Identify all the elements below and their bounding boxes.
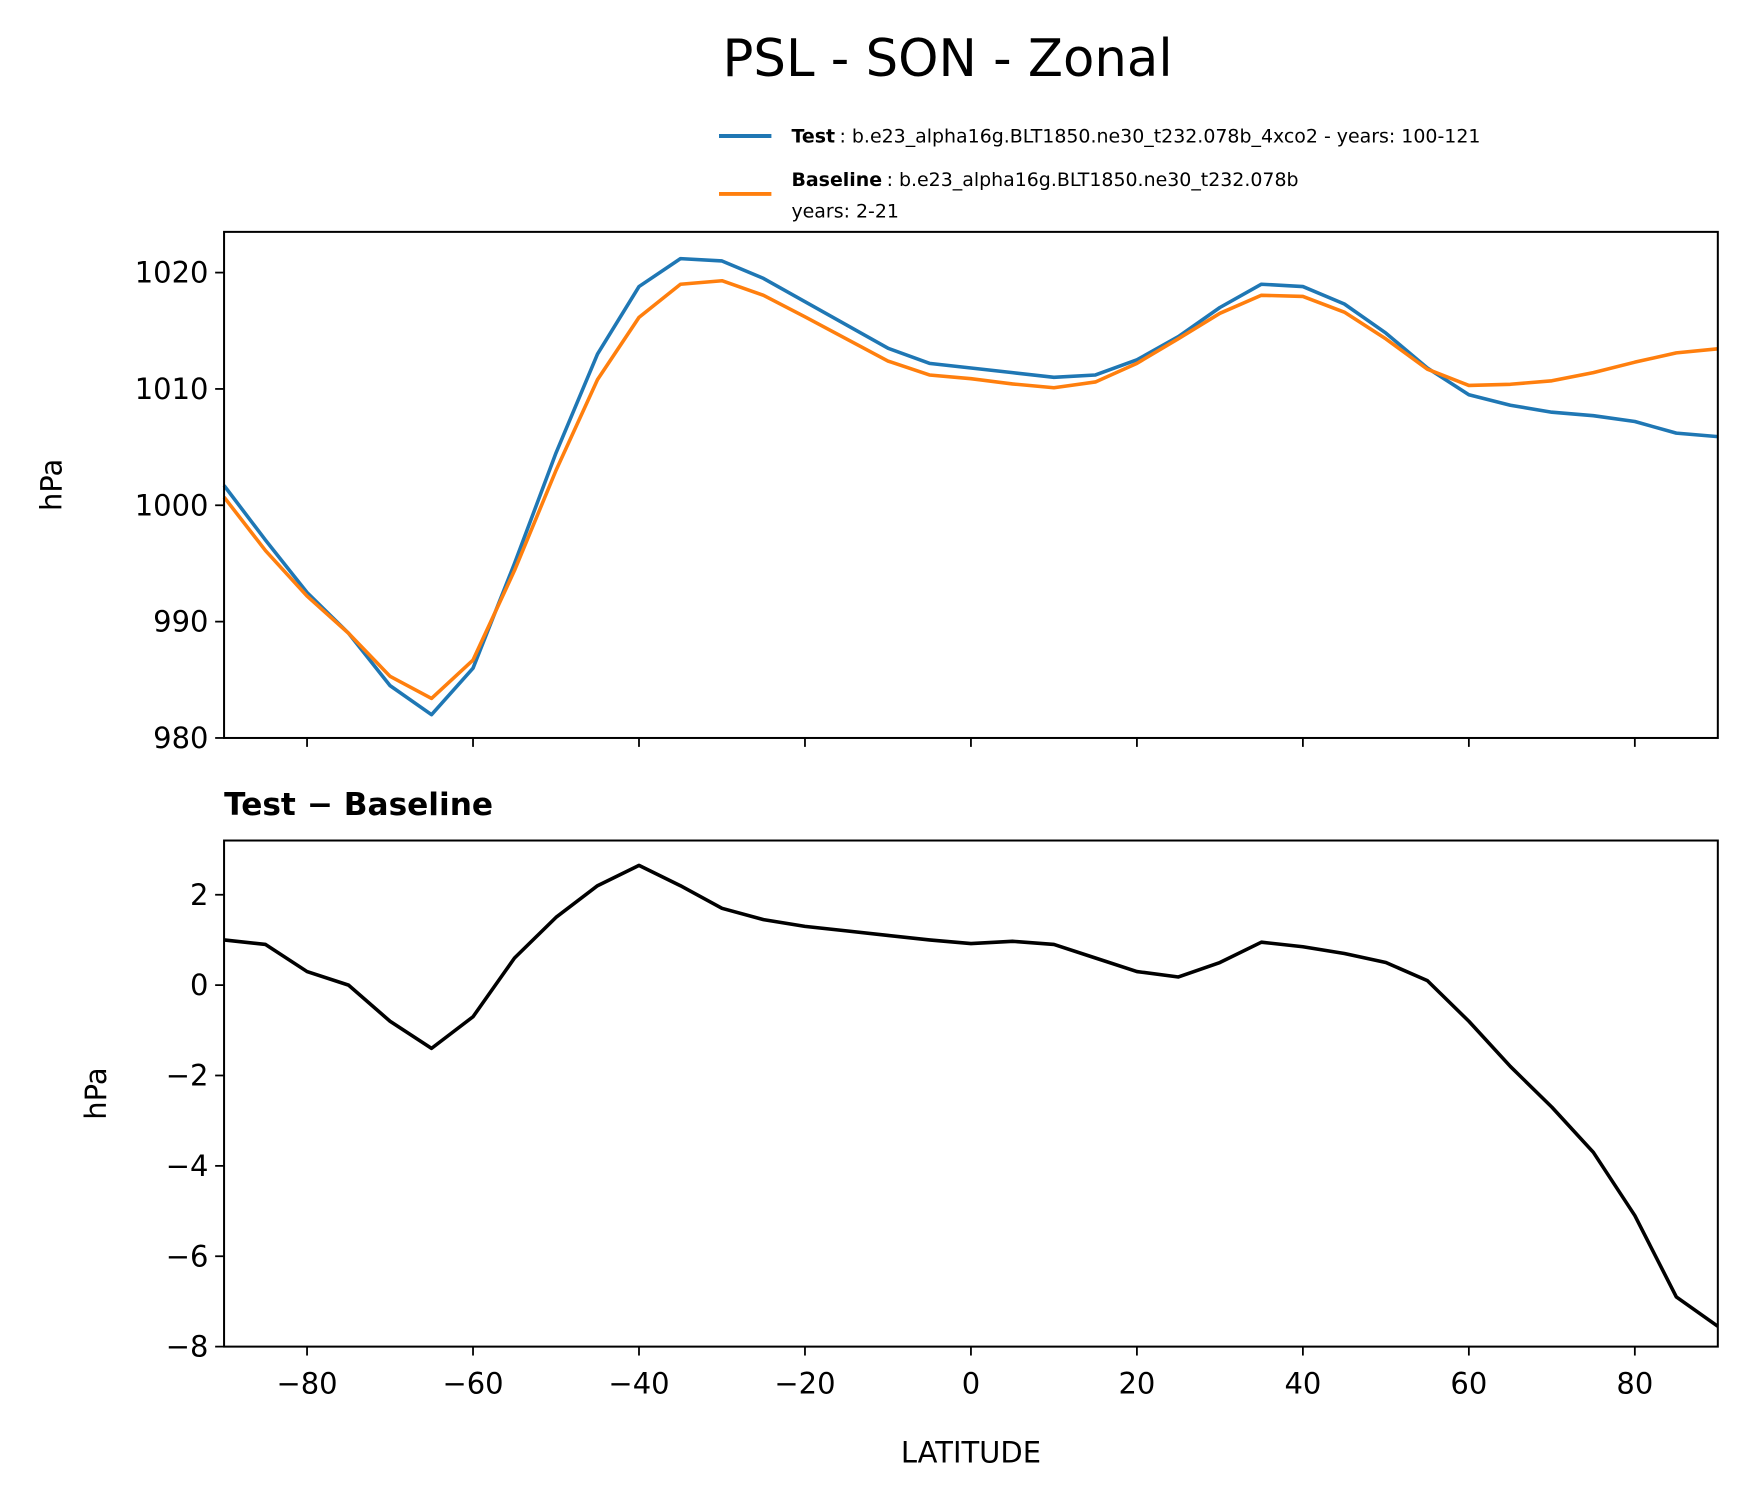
- x-tick-label: 80: [1616, 1366, 1653, 1400]
- series-line: [222, 278, 1718, 701]
- y-tick-label: 1000: [135, 488, 209, 522]
- legend-description: : b.e23_alpha16g.BLT1850.ne30_t232.078b: [887, 169, 1299, 191]
- y-tick-label: −4: [166, 1149, 209, 1183]
- x-tick-label: 0: [962, 1366, 980, 1400]
- legend-label: Baseline: b.e23_alpha16g.BLT1850.ne30_t2…: [791, 169, 1298, 191]
- legend-name: Baseline: [791, 169, 882, 191]
- legend-label: Test: b.e23_alpha16g.BLT1850.ne30_t232.0…: [791, 126, 1480, 148]
- y-tick-label: −2: [166, 1059, 209, 1093]
- series-line: [222, 256, 1718, 717]
- x-tick-label: 20: [1118, 1366, 1155, 1400]
- y-axis-label: hPa: [79, 1067, 113, 1119]
- x-axis-label: LATITUDE: [901, 1436, 1041, 1470]
- x-tick-label: 40: [1284, 1366, 1321, 1400]
- y-tick-label: −6: [166, 1239, 209, 1273]
- y-tick-label: 980: [153, 721, 208, 755]
- x-tick-label: −80: [276, 1366, 337, 1400]
- axes-frame: [223, 839, 1719, 1348]
- x-tick-label: −20: [774, 1366, 835, 1400]
- y-tick-label: 2: [190, 878, 208, 912]
- figure-title: PSL - SON - Zonal: [722, 29, 1172, 89]
- y-tick-label: 1010: [135, 372, 209, 406]
- legend-name: Test: [791, 126, 835, 148]
- y-tick-label: 0: [190, 968, 208, 1002]
- y-tick-label: 990: [153, 605, 208, 639]
- y-tick-label: 1020: [135, 256, 209, 290]
- series-line: [223, 863, 1719, 1328]
- x-tick-label: −60: [442, 1366, 503, 1400]
- x-tick-label: −40: [608, 1366, 669, 1400]
- x-tick-label: 60: [1450, 1366, 1487, 1400]
- y-axis-label: hPa: [34, 459, 68, 511]
- subplot-title: Test − Baseline: [224, 787, 493, 823]
- legend-description: years: 2-21: [791, 200, 899, 222]
- legend-description: : b.e23_alpha16g.BLT1850.ne30_t232.078b_…: [840, 126, 1481, 148]
- axes-frame: [223, 230, 1719, 739]
- y-tick-label: −8: [166, 1330, 209, 1364]
